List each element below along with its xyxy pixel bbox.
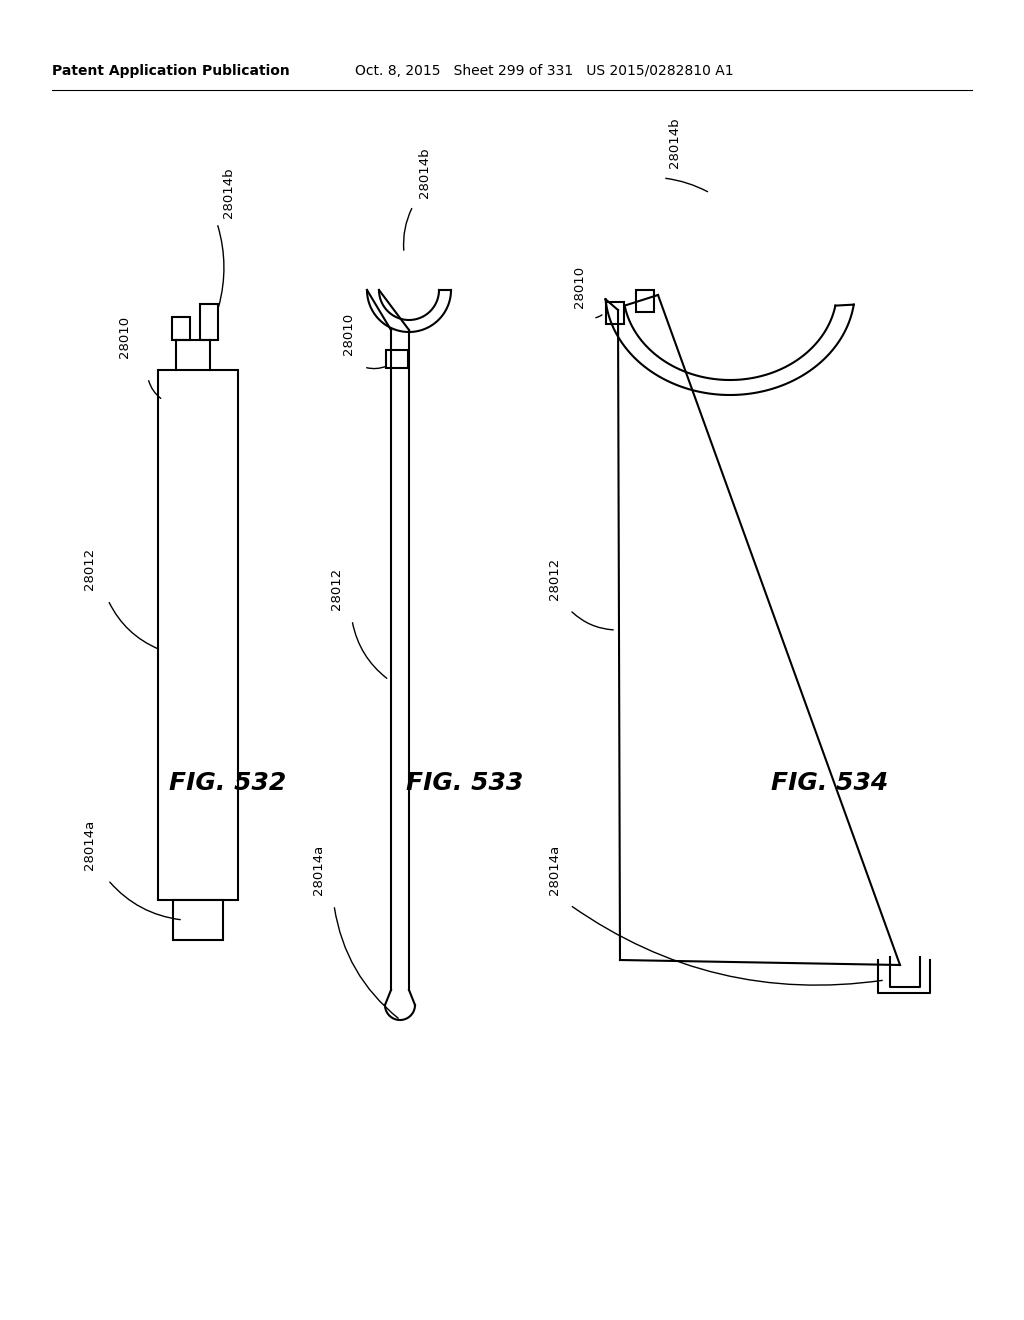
Text: FIG. 534: FIG. 534 — [771, 771, 889, 795]
Bar — [173, 900, 223, 940]
Bar — [636, 290, 654, 312]
Text: 28010: 28010 — [573, 265, 586, 308]
Text: FIG. 532: FIG. 532 — [169, 771, 287, 795]
Text: 28014b: 28014b — [418, 148, 431, 198]
Text: 28012: 28012 — [83, 548, 96, 590]
Text: Oct. 8, 2015   Sheet 299 of 331   US 2015/0282810 A1: Oct. 8, 2015 Sheet 299 of 331 US 2015/02… — [355, 63, 733, 78]
Text: FIG. 533: FIG. 533 — [407, 771, 523, 795]
Text: 28012: 28012 — [330, 568, 343, 610]
Text: Patent Application Publication: Patent Application Publication — [52, 63, 290, 78]
Text: 28014b: 28014b — [222, 168, 234, 218]
Bar — [158, 370, 238, 900]
Text: 28010: 28010 — [342, 313, 355, 355]
Bar — [172, 317, 190, 341]
Text: 28014a: 28014a — [312, 845, 325, 895]
Text: 28010: 28010 — [118, 315, 131, 358]
Text: 28012: 28012 — [548, 558, 561, 601]
Text: 28014a: 28014a — [83, 820, 96, 870]
Text: 28014b: 28014b — [668, 117, 681, 168]
Bar — [606, 302, 624, 323]
Text: 28014a: 28014a — [548, 845, 561, 895]
Bar — [386, 350, 408, 368]
Bar — [200, 304, 218, 341]
